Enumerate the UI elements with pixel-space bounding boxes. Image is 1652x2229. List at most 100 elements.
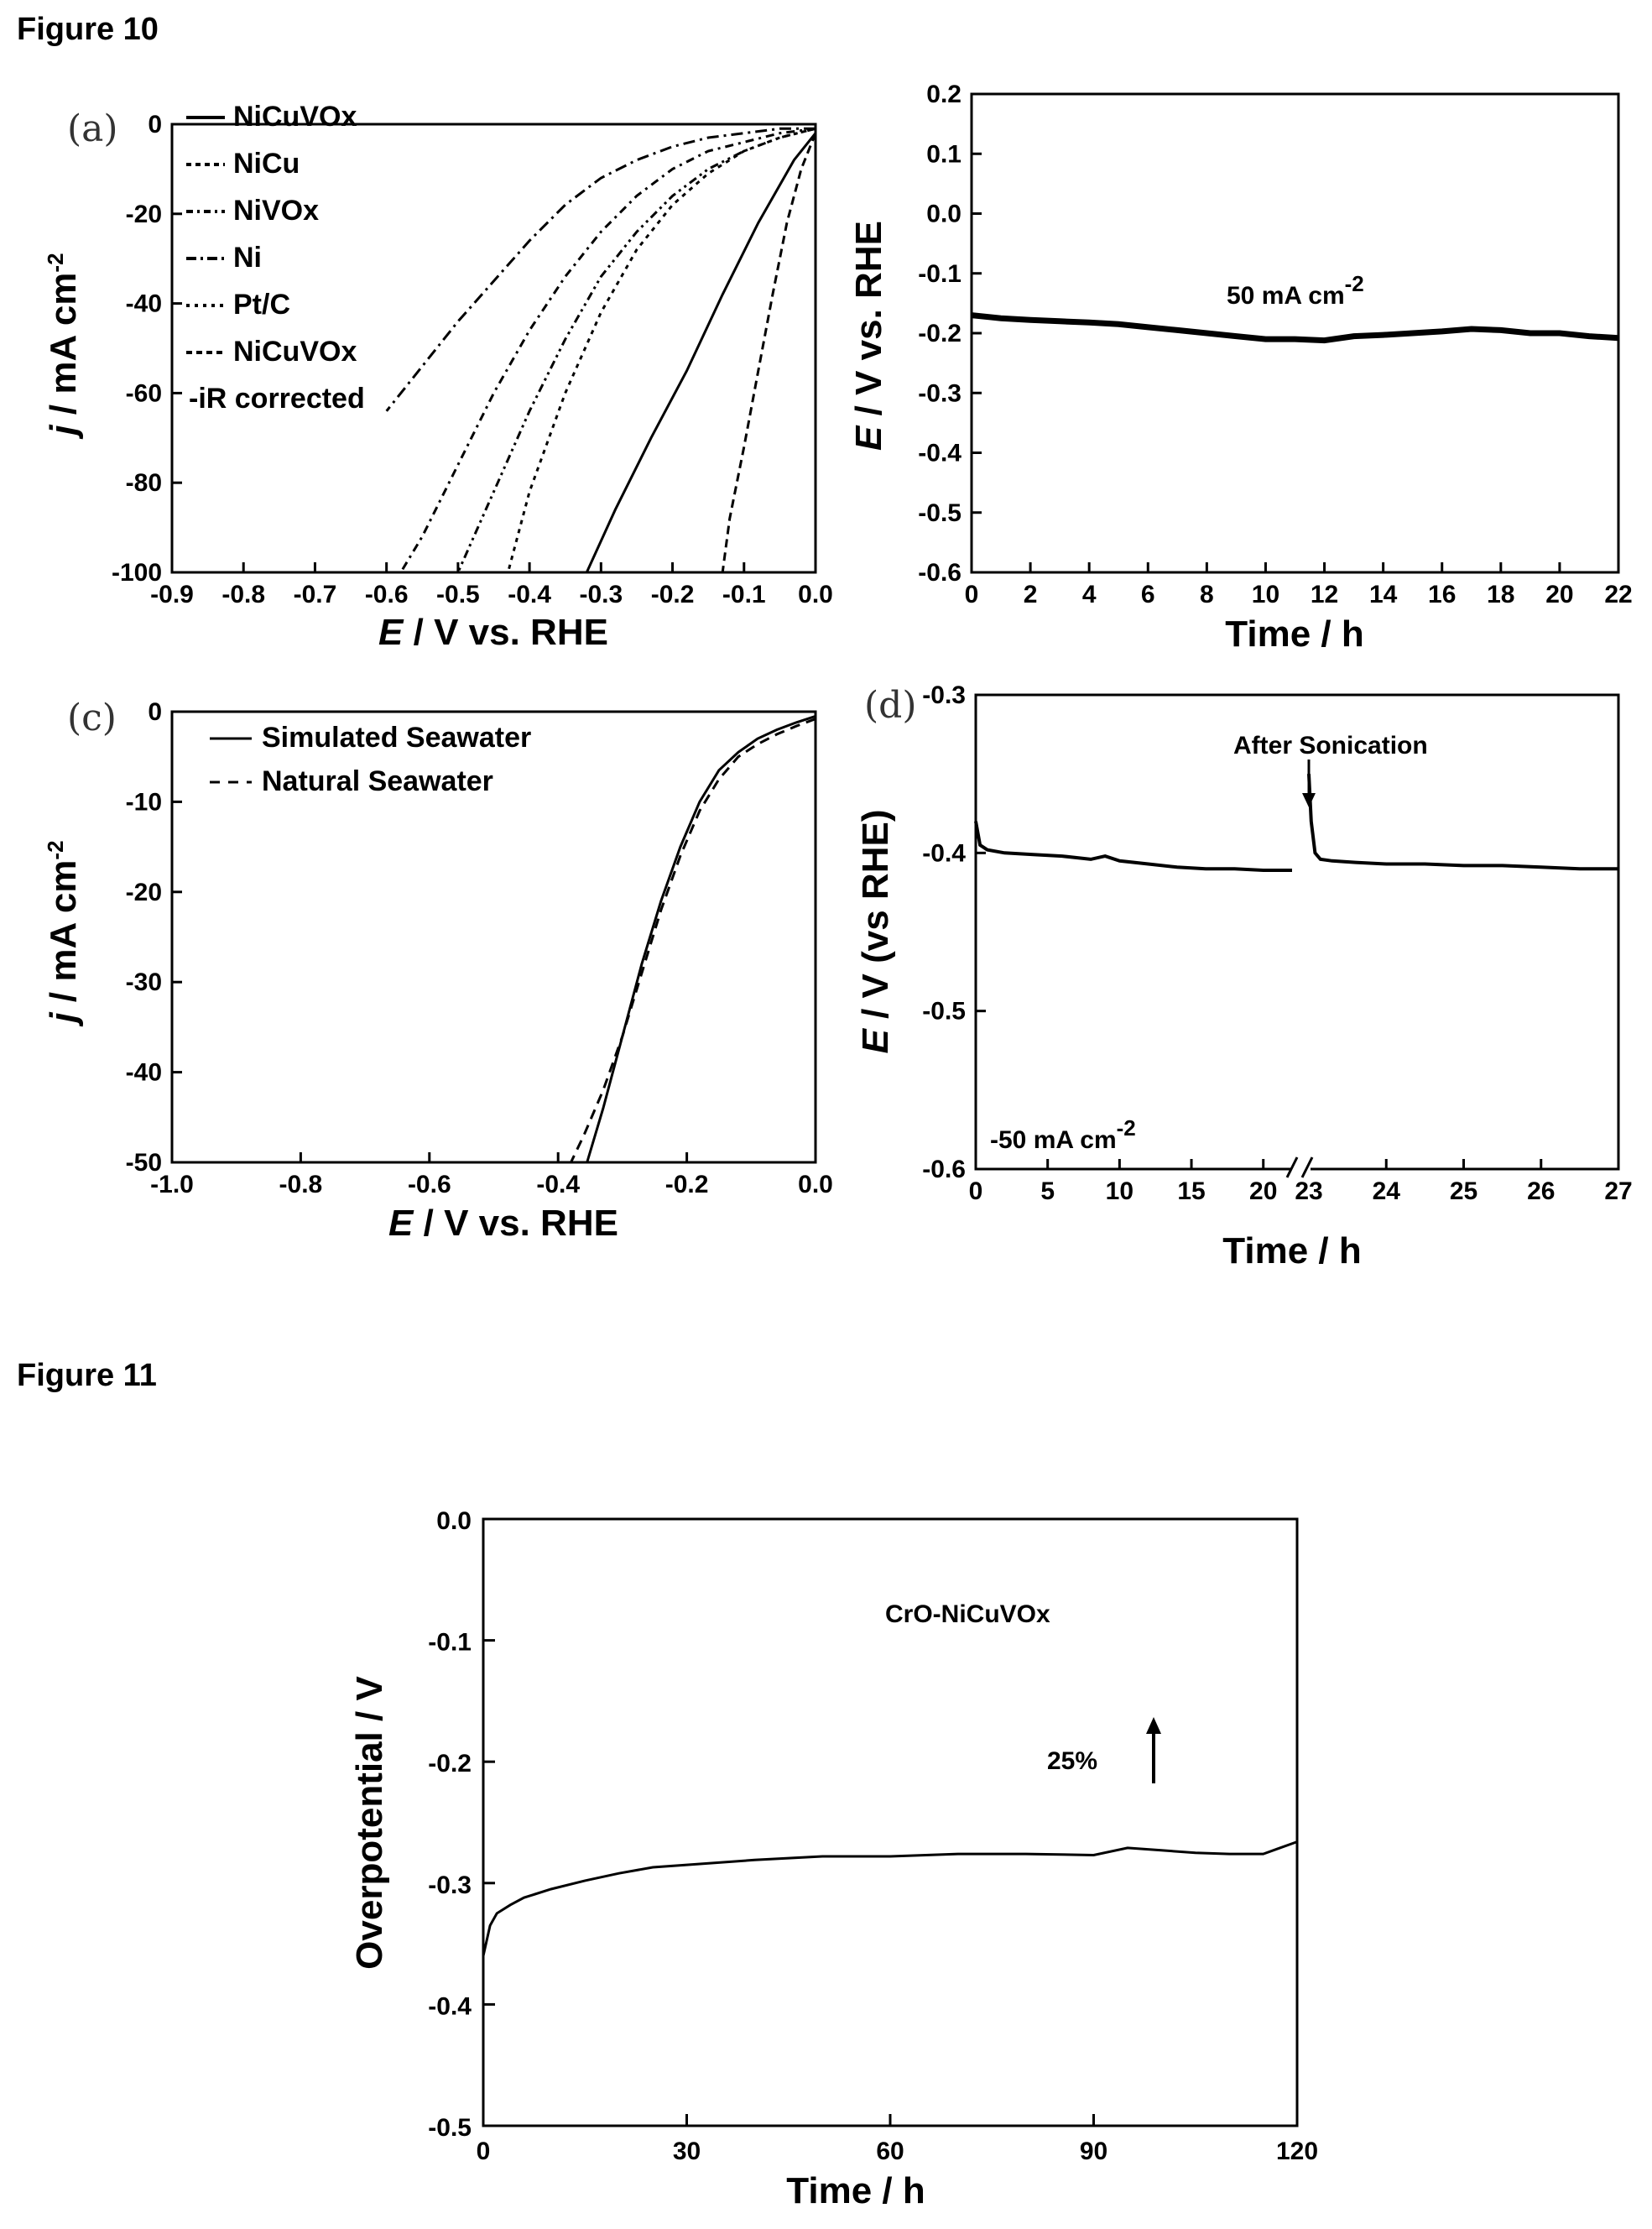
x-axis-label: Time / h: [786, 2170, 925, 2211]
y-tick-label: -0.5: [918, 499, 961, 527]
y-tick-label: -0.1: [428, 1629, 472, 1657]
legend-entry: Simulated Seawater: [262, 722, 531, 754]
y-axis-label: E / V (vs RHE): [855, 810, 896, 1054]
series-line: [721, 133, 817, 573]
y-tick-label: -0.5: [922, 998, 966, 1026]
plot-frame: [170, 710, 817, 1164]
y-tick-label: -0.3: [922, 681, 966, 709]
axis-break-mark: [1285, 1156, 1299, 1178]
series-line: [586, 714, 816, 1163]
series-line: [585, 132, 817, 573]
x-tick-label: 0.0: [798, 1171, 833, 1198]
y-tick-label: -0.4: [918, 440, 961, 467]
figure-11-chart: 0 30 60 90 120 0.0 -0.1 -0.2 -0.3 -0.4 -0.5 Time / …: [349, 1507, 1318, 2211]
series-line: [971, 312, 1619, 344]
x-tick-label: -1.0: [150, 1171, 194, 1198]
y-tick-label: -0.3: [428, 1871, 472, 1899]
x-tick-label: 24: [1373, 1177, 1401, 1205]
series-line: [399, 127, 816, 573]
x-tick-label: -0.2: [665, 1171, 709, 1198]
callout-arrowhead: [1302, 793, 1316, 807]
x-tick-label: 90: [1080, 2138, 1107, 2165]
x-tick-label: 6: [1141, 581, 1155, 608]
legend-entry: NiCuVOx: [233, 101, 357, 133]
x-tick-label: 2: [1024, 581, 1038, 608]
y-tick-label: -30: [126, 968, 162, 996]
series-line: [385, 127, 816, 412]
up-arrowhead: [1146, 1717, 1161, 1734]
x-tick-label: -0.4: [508, 581, 551, 608]
panel-c: -1.0 -0.8 -0.6 -0.4 -0.2 0.0 0 -10 -20 -30 -40 -50 (…: [43, 697, 833, 1244]
series-line: [456, 127, 816, 573]
y-tick-label: -50: [126, 1149, 162, 1177]
panel-d: 0 5 10 15 20 23 24 25 26 27 -0.3 -0.4 -0.5 -0.6 (d) Tim…: [855, 681, 1633, 1271]
after-sonication-callout: After Sonication: [1233, 732, 1428, 760]
x-tick-label: 12: [1311, 581, 1338, 608]
x-tick-label: 5: [1040, 1177, 1055, 1205]
legend-entry: NiCu: [233, 148, 300, 180]
x-axis-label: E / V vs. RHE: [378, 612, 608, 653]
current-annotation: 50 mA cm-2: [1227, 271, 1364, 310]
y-tick-label: -0.3: [918, 379, 961, 407]
y-tick-label: 0.1: [926, 140, 961, 168]
y-tick-label: 0.2: [926, 81, 961, 108]
plot-frame: [974, 693, 1620, 1171]
x-tick-label: 16: [1428, 581, 1456, 608]
x-tick-label: -0.5: [436, 581, 480, 608]
y-tick-label: -0.6: [918, 559, 961, 587]
y-tick-label: -0.2: [428, 1750, 472, 1777]
y-tick-label: -40: [126, 290, 162, 318]
y-tick-label: -60: [126, 379, 162, 407]
panel-label: (d): [864, 684, 917, 727]
x-tick-label: -0.2: [651, 581, 695, 608]
panel-label: (a): [67, 107, 118, 150]
series-line: [570, 718, 816, 1163]
y-axis-label: E / V vs. RHE: [848, 221, 889, 451]
y-tick-label: -10: [126, 788, 162, 816]
x-tick-label: -0.4: [536, 1171, 580, 1198]
x-tick-label: 20: [1249, 1177, 1277, 1205]
series-line: [1307, 774, 1618, 871]
x-tick-label: 10: [1252, 581, 1279, 608]
x-tick-label: -0.8: [221, 581, 265, 608]
x-tick-label: 4: [1082, 581, 1097, 608]
x-tick-label: 14: [1369, 581, 1398, 608]
x-tick-label: 0.0: [798, 581, 833, 608]
x-tick-label: -0.6: [365, 581, 409, 608]
y-tick-label: -0.4: [428, 1992, 472, 2020]
current-annotation: -50 mA cm-2: [990, 1115, 1136, 1154]
legend-entry: NiVOx: [233, 195, 319, 227]
x-tick-label: 18: [1487, 581, 1514, 608]
y-tick-label: -20: [126, 201, 162, 228]
x-tick-label: 25: [1450, 1177, 1477, 1205]
x-tick-label: 8: [1200, 581, 1214, 608]
x-tick-label: 30: [673, 2138, 701, 2165]
x-axis-label: Time / h: [1225, 613, 1363, 655]
legend-text: CrO-NiCuVOx: [885, 1600, 1050, 1628]
y-tick-label: -0.6: [922, 1156, 966, 1183]
y-axis-label: j / mA cm-2: [43, 840, 84, 1026]
y-tick-label: -0.4: [922, 839, 966, 867]
y-tick-label: 0: [148, 111, 162, 138]
x-tick-label: 10: [1106, 1177, 1133, 1205]
x-tick-label: -0.6: [408, 1171, 451, 1198]
y-axis-label: j / mA cm-2: [43, 253, 84, 439]
x-tick-label: -0.8: [279, 1171, 323, 1198]
x-tick-label: 0: [965, 581, 979, 608]
series-line: [507, 127, 816, 573]
x-tick-label: 23: [1295, 1177, 1322, 1205]
panel-a: -0.9 -0.8 -0.7 -0.6 -0.5 -0.4 -0.3 -0.2 -0.1 0.0 0…: [43, 101, 833, 653]
axis-break-mark: [1300, 1156, 1314, 1178]
plot-frame: [170, 123, 817, 574]
series-line: [482, 1840, 1298, 1956]
legend-entry: Natural Seawater: [262, 765, 493, 797]
x-tick-label: -0.9: [150, 581, 194, 608]
panel-b: 0 2 4 6 8 10 12 14 16 18 20 22 0.2 0.1 0.0 -0.1 -0.2 -0.3…: [848, 81, 1633, 655]
x-tick-label: -0.1: [722, 581, 766, 608]
y-tick-label: -80: [126, 469, 162, 497]
legend-entry: Pt/C: [233, 289, 290, 321]
x-tick-label: 15: [1177, 1177, 1205, 1205]
figure-10-label: Figure 10: [17, 12, 159, 47]
y-tick-label: 0.0: [436, 1507, 472, 1535]
x-tick-label: 20: [1545, 581, 1573, 608]
